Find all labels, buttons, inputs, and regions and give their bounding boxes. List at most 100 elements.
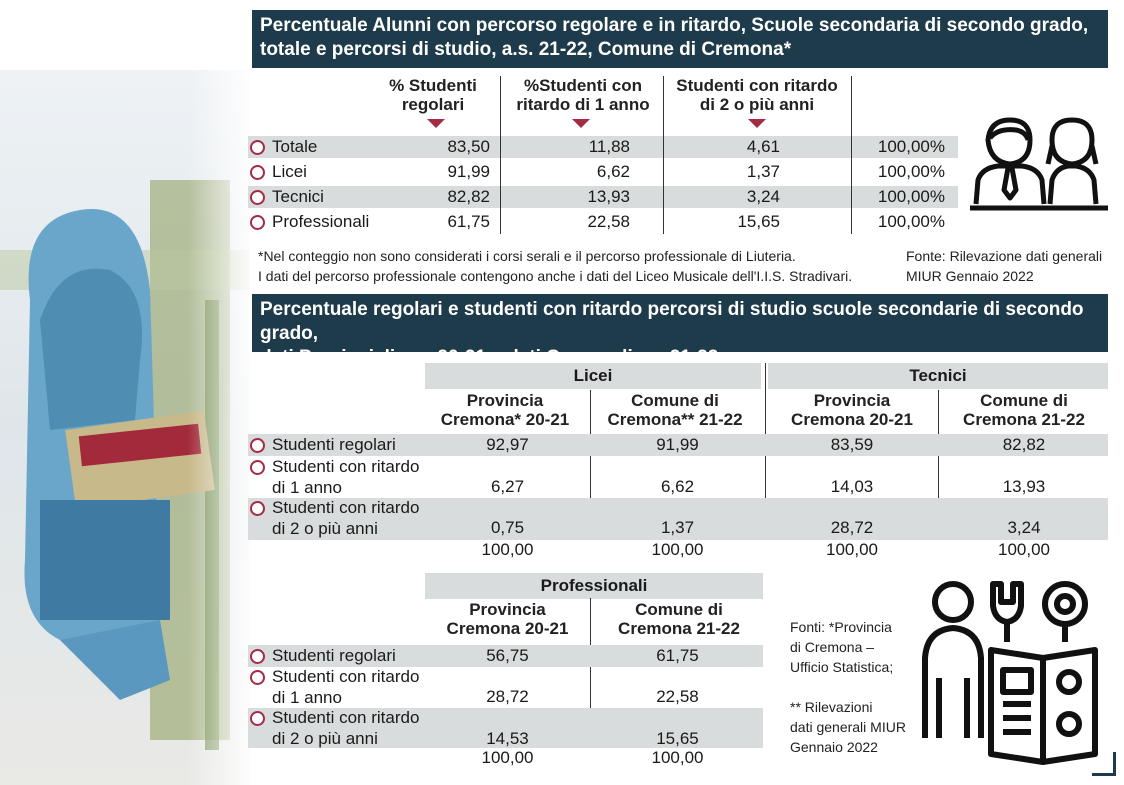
table2-title-line2: dati Provinciali a.s. 20-21 e dati Comun… (260, 347, 719, 368)
table1-cell: 11,88 (588, 137, 630, 156)
table1-header-ritardo1: %Studenti con ritardo di 1 anno (516, 76, 650, 114)
table2-column-header: Provincia Cremona* 20-21 (440, 391, 570, 429)
table1-cell: 100,00% (877, 162, 945, 181)
down-arrow-icon (572, 119, 590, 128)
table1-header-ritardo2: Studenti con ritardo di 2 o più anni (676, 76, 838, 114)
table2-cell: 6,62 (660, 477, 695, 496)
table1-title-line1: Percentuale Alunni con percorso regolare… (260, 15, 1089, 36)
table3-row-band (248, 645, 763, 667)
table1-title: Percentuale Alunni con percorso regolare… (252, 10, 1108, 68)
table2-total: 100,00 (826, 540, 878, 559)
column-divider (590, 390, 591, 540)
table2-row-band (248, 434, 1108, 456)
table2-group-licei: Licei (425, 363, 761, 389)
table1-cell: 82,82 (447, 187, 490, 206)
table2-group-tecnici: Tecnici (768, 363, 1108, 389)
table2-cell: 3,24 (1007, 518, 1041, 537)
table1-title-line2: totale e percorsi di studio, a.s. 21-22,… (260, 39, 792, 60)
backpack-photo (0, 0, 250, 785)
table1-cell: 3,24 (746, 187, 780, 206)
bullet-icon (250, 190, 265, 205)
table1-row-label: Professionali (272, 212, 370, 231)
table3-cell: 22,58 (656, 687, 699, 706)
table2-row-label: Studenti con ritardo di 1 anno (272, 457, 420, 497)
table3-row-band (248, 708, 763, 748)
table1-cell: 100,00% (877, 212, 945, 231)
bullet-icon (250, 460, 265, 475)
sources-note: Fonti: *Provincia di Cremona – Ufficio S… (790, 619, 906, 755)
bullet-icon (250, 215, 265, 230)
table2-title-line1: Percentuale regolari e studenti con rita… (260, 299, 1084, 344)
table2-row-band (248, 498, 1108, 540)
table2-column-header: Comune di Cremona 21-22 (963, 391, 1085, 429)
table3-column-header: Provincia Cremona 20-21 (446, 600, 569, 638)
table1-cell: 4,61 (746, 137, 780, 156)
table1-note: *Nel conteggio non sono considerati i co… (258, 248, 853, 284)
bullet-icon (250, 670, 265, 685)
bullet-icon (250, 438, 265, 453)
table2-cell: 91,99 (656, 435, 699, 454)
table1-cell: 22,58 (587, 212, 630, 231)
column-divider (500, 76, 501, 234)
bullet-icon (250, 711, 265, 726)
table2-cell: 6,27 (490, 477, 525, 496)
bullet-icon (250, 165, 265, 180)
table2-cell: 1,37 (660, 518, 695, 537)
table2-cell: 14,03 (830, 477, 874, 496)
table2-title: Percentuale regolari e studenti con rita… (252, 294, 1108, 368)
table1-cell: 6,62 (596, 162, 630, 181)
column-divider (938, 390, 939, 540)
down-arrow-icon (748, 119, 766, 128)
column-divider (663, 76, 664, 234)
table3-cell: 14,53 (486, 729, 529, 748)
table2-column-header: Provincia Cremona 20-21 (791, 391, 913, 429)
down-arrow-icon (427, 119, 445, 128)
table1-row-band (248, 186, 958, 208)
corner-mark (1092, 752, 1116, 776)
table2-column-header: Comune di Cremona** 21-22 (607, 391, 743, 429)
table2-row-label: Studenti regolari (272, 435, 396, 454)
table2-cell: 0,75 (490, 518, 525, 537)
table1-cell: 61,75 (447, 212, 490, 231)
table3-row-label: Studenti regolari (272, 646, 396, 665)
table2-cell: 13,93 (1002, 477, 1046, 496)
table1-cell: 91,99 (447, 162, 490, 181)
table1-cell: 15,65 (737, 212, 780, 231)
table1-cell: 100,00% (877, 187, 945, 206)
table1-row-label: Totale (272, 137, 318, 156)
table3-row-label: Studenti con ritardo di 1 anno (272, 667, 420, 707)
table3-total: 100,00 (481, 748, 534, 767)
column-divider (590, 598, 591, 748)
bullet-icon (250, 501, 265, 516)
table2-total: 100,00 (651, 540, 704, 559)
worker-tools-icon (915, 578, 1100, 768)
table1-cell: 1,37 (746, 162, 780, 181)
table2-cell: 92,97 (486, 435, 529, 454)
table3-total: 100,00 (651, 748, 704, 767)
table2-cell: 83,59 (830, 435, 874, 454)
table1-cell: 100,00% (877, 137, 945, 156)
students-icon (968, 112, 1110, 212)
bullet-icon (250, 140, 265, 155)
table1-cell: 13,93 (587, 187, 630, 206)
table2-total: 100,00 (481, 540, 534, 559)
table3-group-professionali: Professionali (425, 573, 763, 599)
table3-cell: 61,75 (656, 646, 699, 665)
table1-source: Fonte: Rilevazione dati generali MIUR Ge… (906, 248, 1103, 284)
table2-cell: 28,72 (830, 518, 874, 537)
table3-cell: 28,72 (486, 687, 529, 706)
table3-column-header: Comune di Cremona 21-22 (618, 600, 740, 638)
table2-cell: 82,82 (1002, 435, 1046, 454)
table1-row-label: Licei (272, 162, 307, 181)
table1-cell: 83,50 (447, 137, 490, 156)
table3-cell: 15,65 (656, 729, 699, 748)
table1-row-band (248, 136, 958, 158)
table2-total: 100,00 (998, 540, 1050, 559)
bullet-icon (250, 649, 265, 664)
table2-row-label: Studenti con ritardo di 2 o più anni (272, 498, 420, 538)
table3-cell: 56,75 (486, 646, 529, 665)
column-divider (851, 76, 852, 234)
table1-row-label: Tecnici (272, 187, 324, 206)
table3-row-label: Studenti con ritardo di 2 o più anni (272, 708, 420, 748)
table1-header-regolari: % Studenti regolari (389, 76, 477, 114)
